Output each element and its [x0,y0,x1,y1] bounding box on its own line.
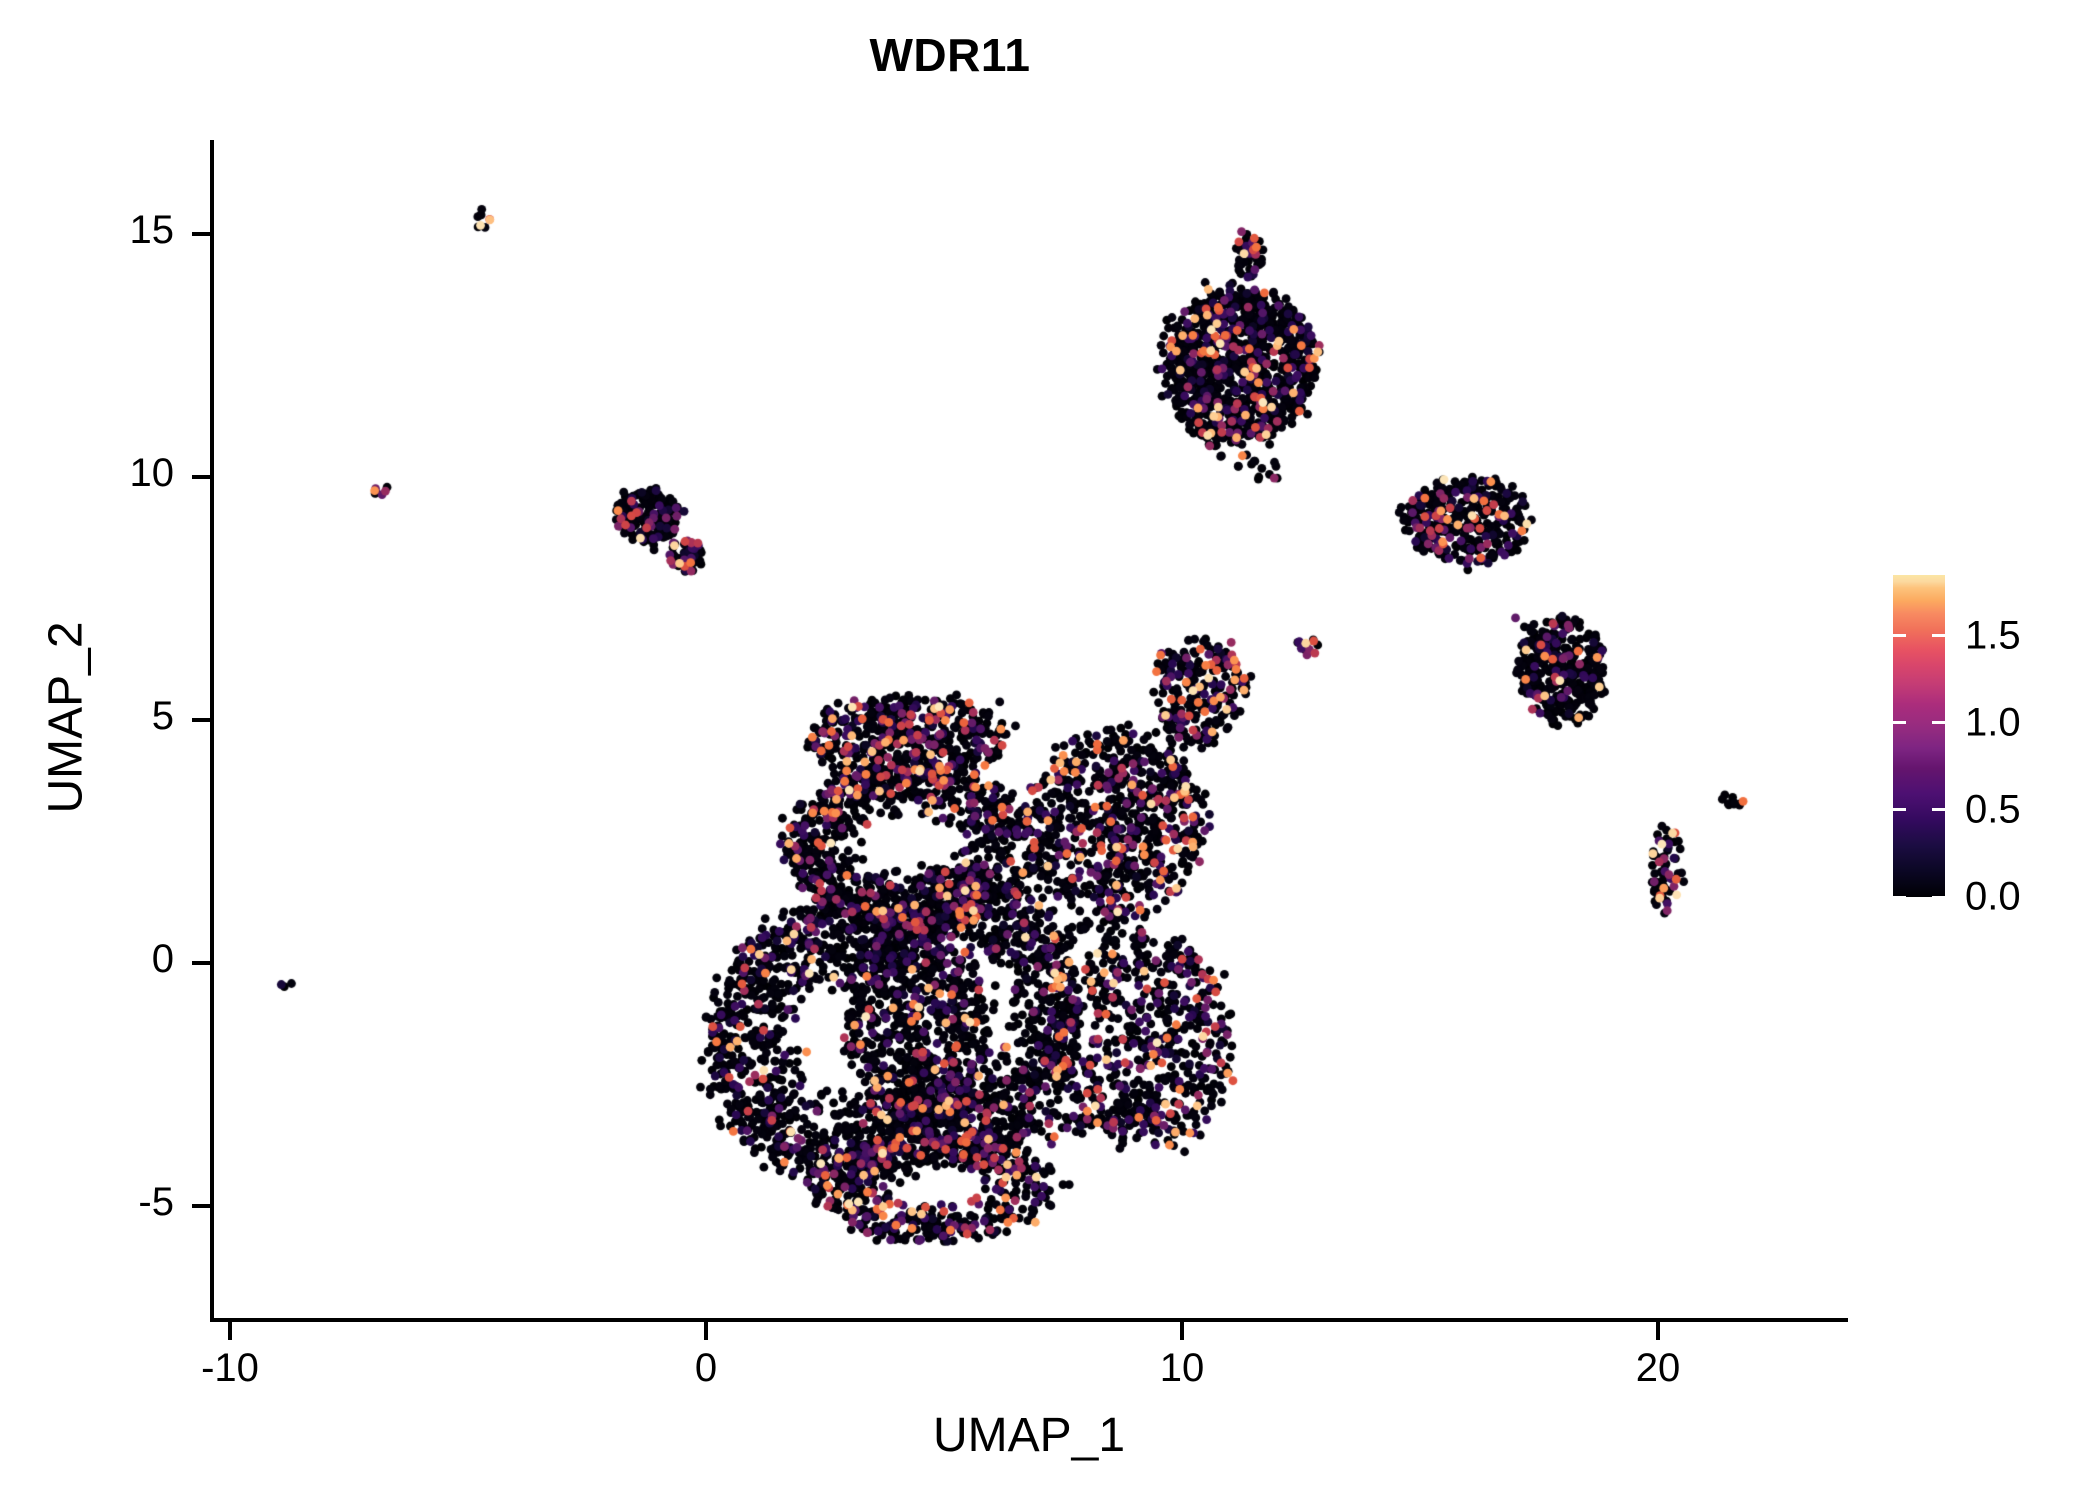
y-axis-tick [192,1204,210,1208]
colorbar-tick-mark [1893,895,1906,899]
colorbar-tick-mark [1893,721,1906,725]
y-axis-tick [192,475,210,479]
y-axis-tick [192,961,210,965]
x-axis-tick-label: 0 [694,1346,718,1390]
colorbar-legend: 0.0 0.5 1.0 1.5 [1893,575,2093,919]
y-axis-tick-label: 5 [151,694,174,738]
x-axis-tick-label: -10 [201,1346,259,1390]
x-axis-tick [228,1322,232,1340]
y-axis-tick-label: 10 [129,451,175,495]
y-axis-tick [192,718,210,722]
y-axis-tick [192,232,210,236]
page-title: WDR11 [869,29,1031,81]
colorbar-tick-mark [1932,808,1945,812]
y-axis-tick-label: 15 [129,208,175,252]
colorbar-gradient [1893,575,1945,897]
x-axis-title: UMAP_1 [932,1409,1126,1462]
x-axis-line [210,1318,1848,1322]
colorbar-tick-mark [1932,634,1945,638]
y-axis-title: UMAP_2 [39,621,93,814]
colorbar-tick-label: 1.5 [1965,613,2021,658]
y-axis-tick-label: -5 [138,1180,174,1224]
colorbar-tick-mark [1893,634,1906,638]
colorbar-tick-label: 0.5 [1965,787,2021,832]
colorbar-tick-label: 1.0 [1965,700,2021,745]
colorbar-tick-label: 0.0 [1965,874,2021,919]
colorbar-tick-mark [1893,808,1906,812]
y-axis-tick-label: 0 [151,937,174,981]
colorbar-tick-mark [1932,721,1945,725]
colorbar-tick-mark [1932,895,1945,899]
x-axis-tick-label: 10 [1159,1346,1205,1390]
x-axis-tick [1180,1322,1184,1340]
y-axis-line [210,140,214,1322]
x-axis-tick [704,1322,708,1340]
x-axis-tick [1656,1322,1660,1340]
x-axis-tick-label: 20 [1635,1346,1681,1390]
scatter-plot-canvas [210,120,1850,1320]
